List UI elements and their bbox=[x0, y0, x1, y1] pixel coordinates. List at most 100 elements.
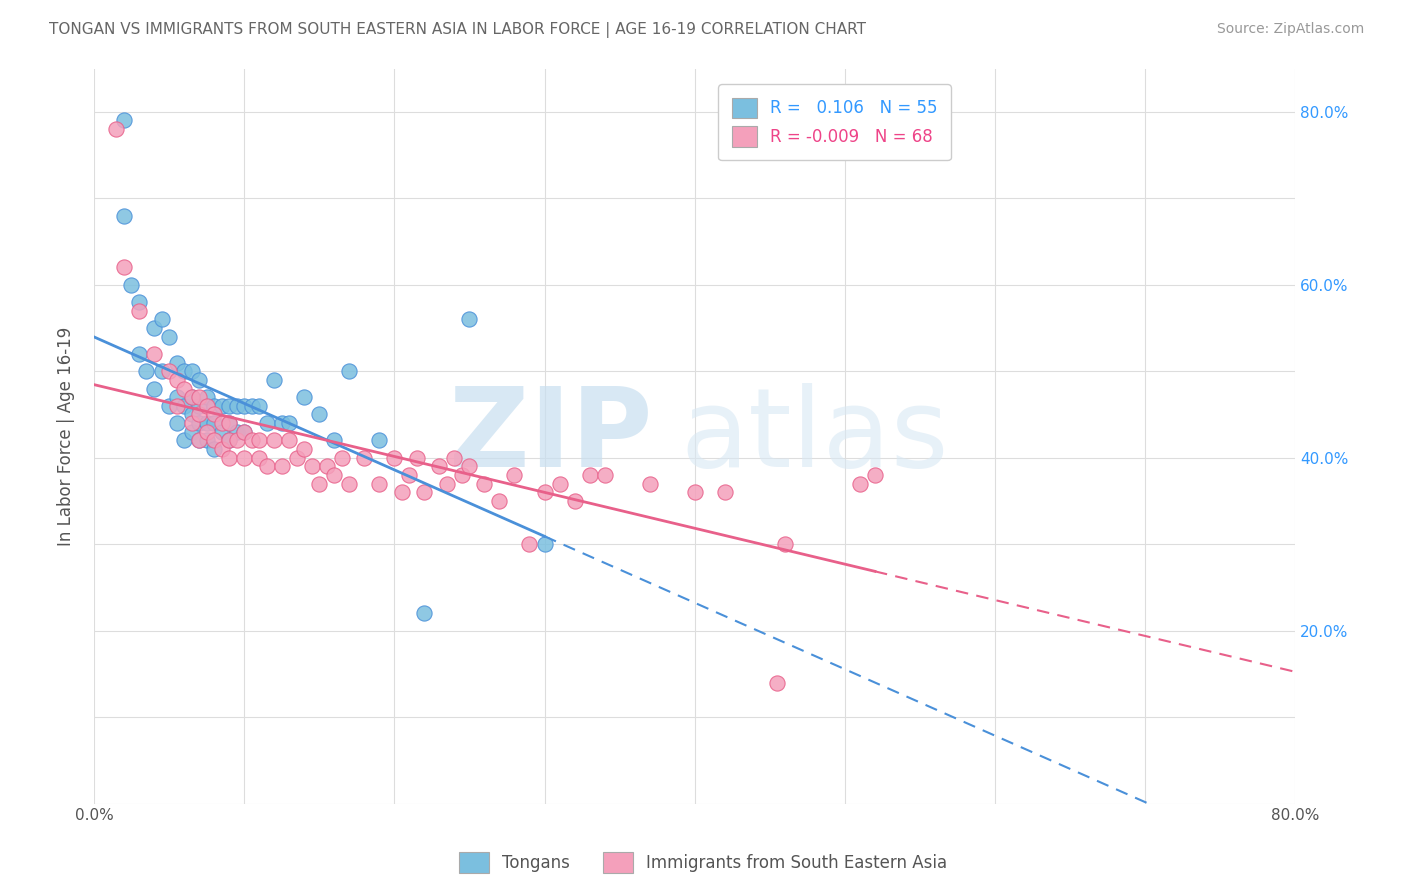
Point bbox=[202, 399, 225, 413]
Point bbox=[105, 122, 128, 136]
Legend: R =   0.106   N = 55, R = -0.009   N = 68: R = 0.106 N = 55, R = -0.009 N = 68 bbox=[718, 84, 950, 160]
Point bbox=[413, 607, 436, 621]
Point bbox=[112, 260, 135, 275]
Point bbox=[188, 373, 211, 387]
Point bbox=[436, 476, 458, 491]
Point bbox=[218, 450, 240, 465]
Point bbox=[218, 416, 240, 430]
Point bbox=[391, 485, 413, 500]
Point bbox=[458, 459, 481, 474]
Point bbox=[225, 434, 247, 448]
Point bbox=[323, 434, 346, 448]
Point bbox=[188, 416, 211, 430]
Point bbox=[180, 390, 202, 404]
Point bbox=[218, 416, 240, 430]
Point bbox=[247, 450, 270, 465]
Legend: Tongans, Immigrants from South Eastern Asia: Tongans, Immigrants from South Eastern A… bbox=[451, 846, 955, 880]
Point bbox=[233, 450, 256, 465]
Point bbox=[451, 467, 474, 482]
Point bbox=[766, 675, 789, 690]
Point bbox=[368, 476, 391, 491]
Point bbox=[195, 434, 218, 448]
Point bbox=[166, 373, 188, 387]
Point bbox=[225, 425, 247, 439]
Point bbox=[578, 467, 600, 482]
Point bbox=[173, 364, 195, 378]
Point bbox=[488, 494, 510, 508]
Point bbox=[112, 209, 135, 223]
Point bbox=[315, 459, 337, 474]
Point bbox=[195, 416, 218, 430]
Point bbox=[202, 434, 225, 448]
Point bbox=[256, 459, 278, 474]
Point bbox=[180, 425, 202, 439]
Point bbox=[128, 295, 150, 310]
Point bbox=[195, 399, 218, 413]
Point bbox=[143, 382, 166, 396]
Point bbox=[157, 399, 180, 413]
Text: Source: ZipAtlas.com: Source: ZipAtlas.com bbox=[1216, 22, 1364, 37]
Point bbox=[166, 416, 188, 430]
Point bbox=[211, 399, 233, 413]
Point bbox=[548, 476, 571, 491]
Point bbox=[157, 364, 180, 378]
Point bbox=[188, 390, 211, 404]
Point bbox=[308, 408, 330, 422]
Point bbox=[211, 425, 233, 439]
Point bbox=[427, 459, 450, 474]
Point bbox=[443, 450, 465, 465]
Point bbox=[225, 399, 247, 413]
Text: TONGAN VS IMMIGRANTS FROM SOUTH EASTERN ASIA IN LABOR FORCE | AGE 16-19 CORRELAT: TONGAN VS IMMIGRANTS FROM SOUTH EASTERN … bbox=[49, 22, 866, 38]
Point bbox=[112, 113, 135, 128]
Point bbox=[211, 442, 233, 456]
Point bbox=[301, 459, 323, 474]
Point bbox=[474, 476, 496, 491]
Point bbox=[150, 312, 173, 326]
Point bbox=[233, 425, 256, 439]
Point bbox=[218, 434, 240, 448]
Point bbox=[330, 450, 353, 465]
Point bbox=[278, 434, 301, 448]
Point bbox=[503, 467, 526, 482]
Point bbox=[278, 416, 301, 430]
Point bbox=[195, 425, 218, 439]
Point bbox=[173, 382, 195, 396]
Point bbox=[270, 416, 292, 430]
Point bbox=[413, 485, 436, 500]
Point bbox=[533, 537, 555, 551]
Point bbox=[458, 312, 481, 326]
Point bbox=[337, 364, 360, 378]
Point bbox=[240, 399, 263, 413]
Point bbox=[233, 399, 256, 413]
Point bbox=[256, 416, 278, 430]
Point bbox=[218, 434, 240, 448]
Point bbox=[173, 399, 195, 413]
Point bbox=[270, 459, 292, 474]
Point bbox=[263, 434, 285, 448]
Point bbox=[263, 373, 285, 387]
Point bbox=[188, 434, 211, 448]
Point bbox=[382, 450, 405, 465]
Point bbox=[773, 537, 796, 551]
Point bbox=[202, 408, 225, 422]
Point bbox=[247, 399, 270, 413]
Point bbox=[166, 399, 188, 413]
Point bbox=[368, 434, 391, 448]
Point bbox=[323, 467, 346, 482]
Point bbox=[180, 408, 202, 422]
Point bbox=[713, 485, 735, 500]
Point bbox=[292, 390, 315, 404]
Point bbox=[398, 467, 420, 482]
Point bbox=[233, 425, 256, 439]
Point bbox=[308, 476, 330, 491]
Point bbox=[247, 434, 270, 448]
Point bbox=[180, 416, 202, 430]
Point bbox=[863, 467, 886, 482]
Point bbox=[211, 416, 233, 430]
Point bbox=[533, 485, 555, 500]
Point bbox=[337, 476, 360, 491]
Point bbox=[166, 390, 188, 404]
Point bbox=[638, 476, 661, 491]
Point bbox=[593, 467, 616, 482]
Point bbox=[135, 364, 157, 378]
